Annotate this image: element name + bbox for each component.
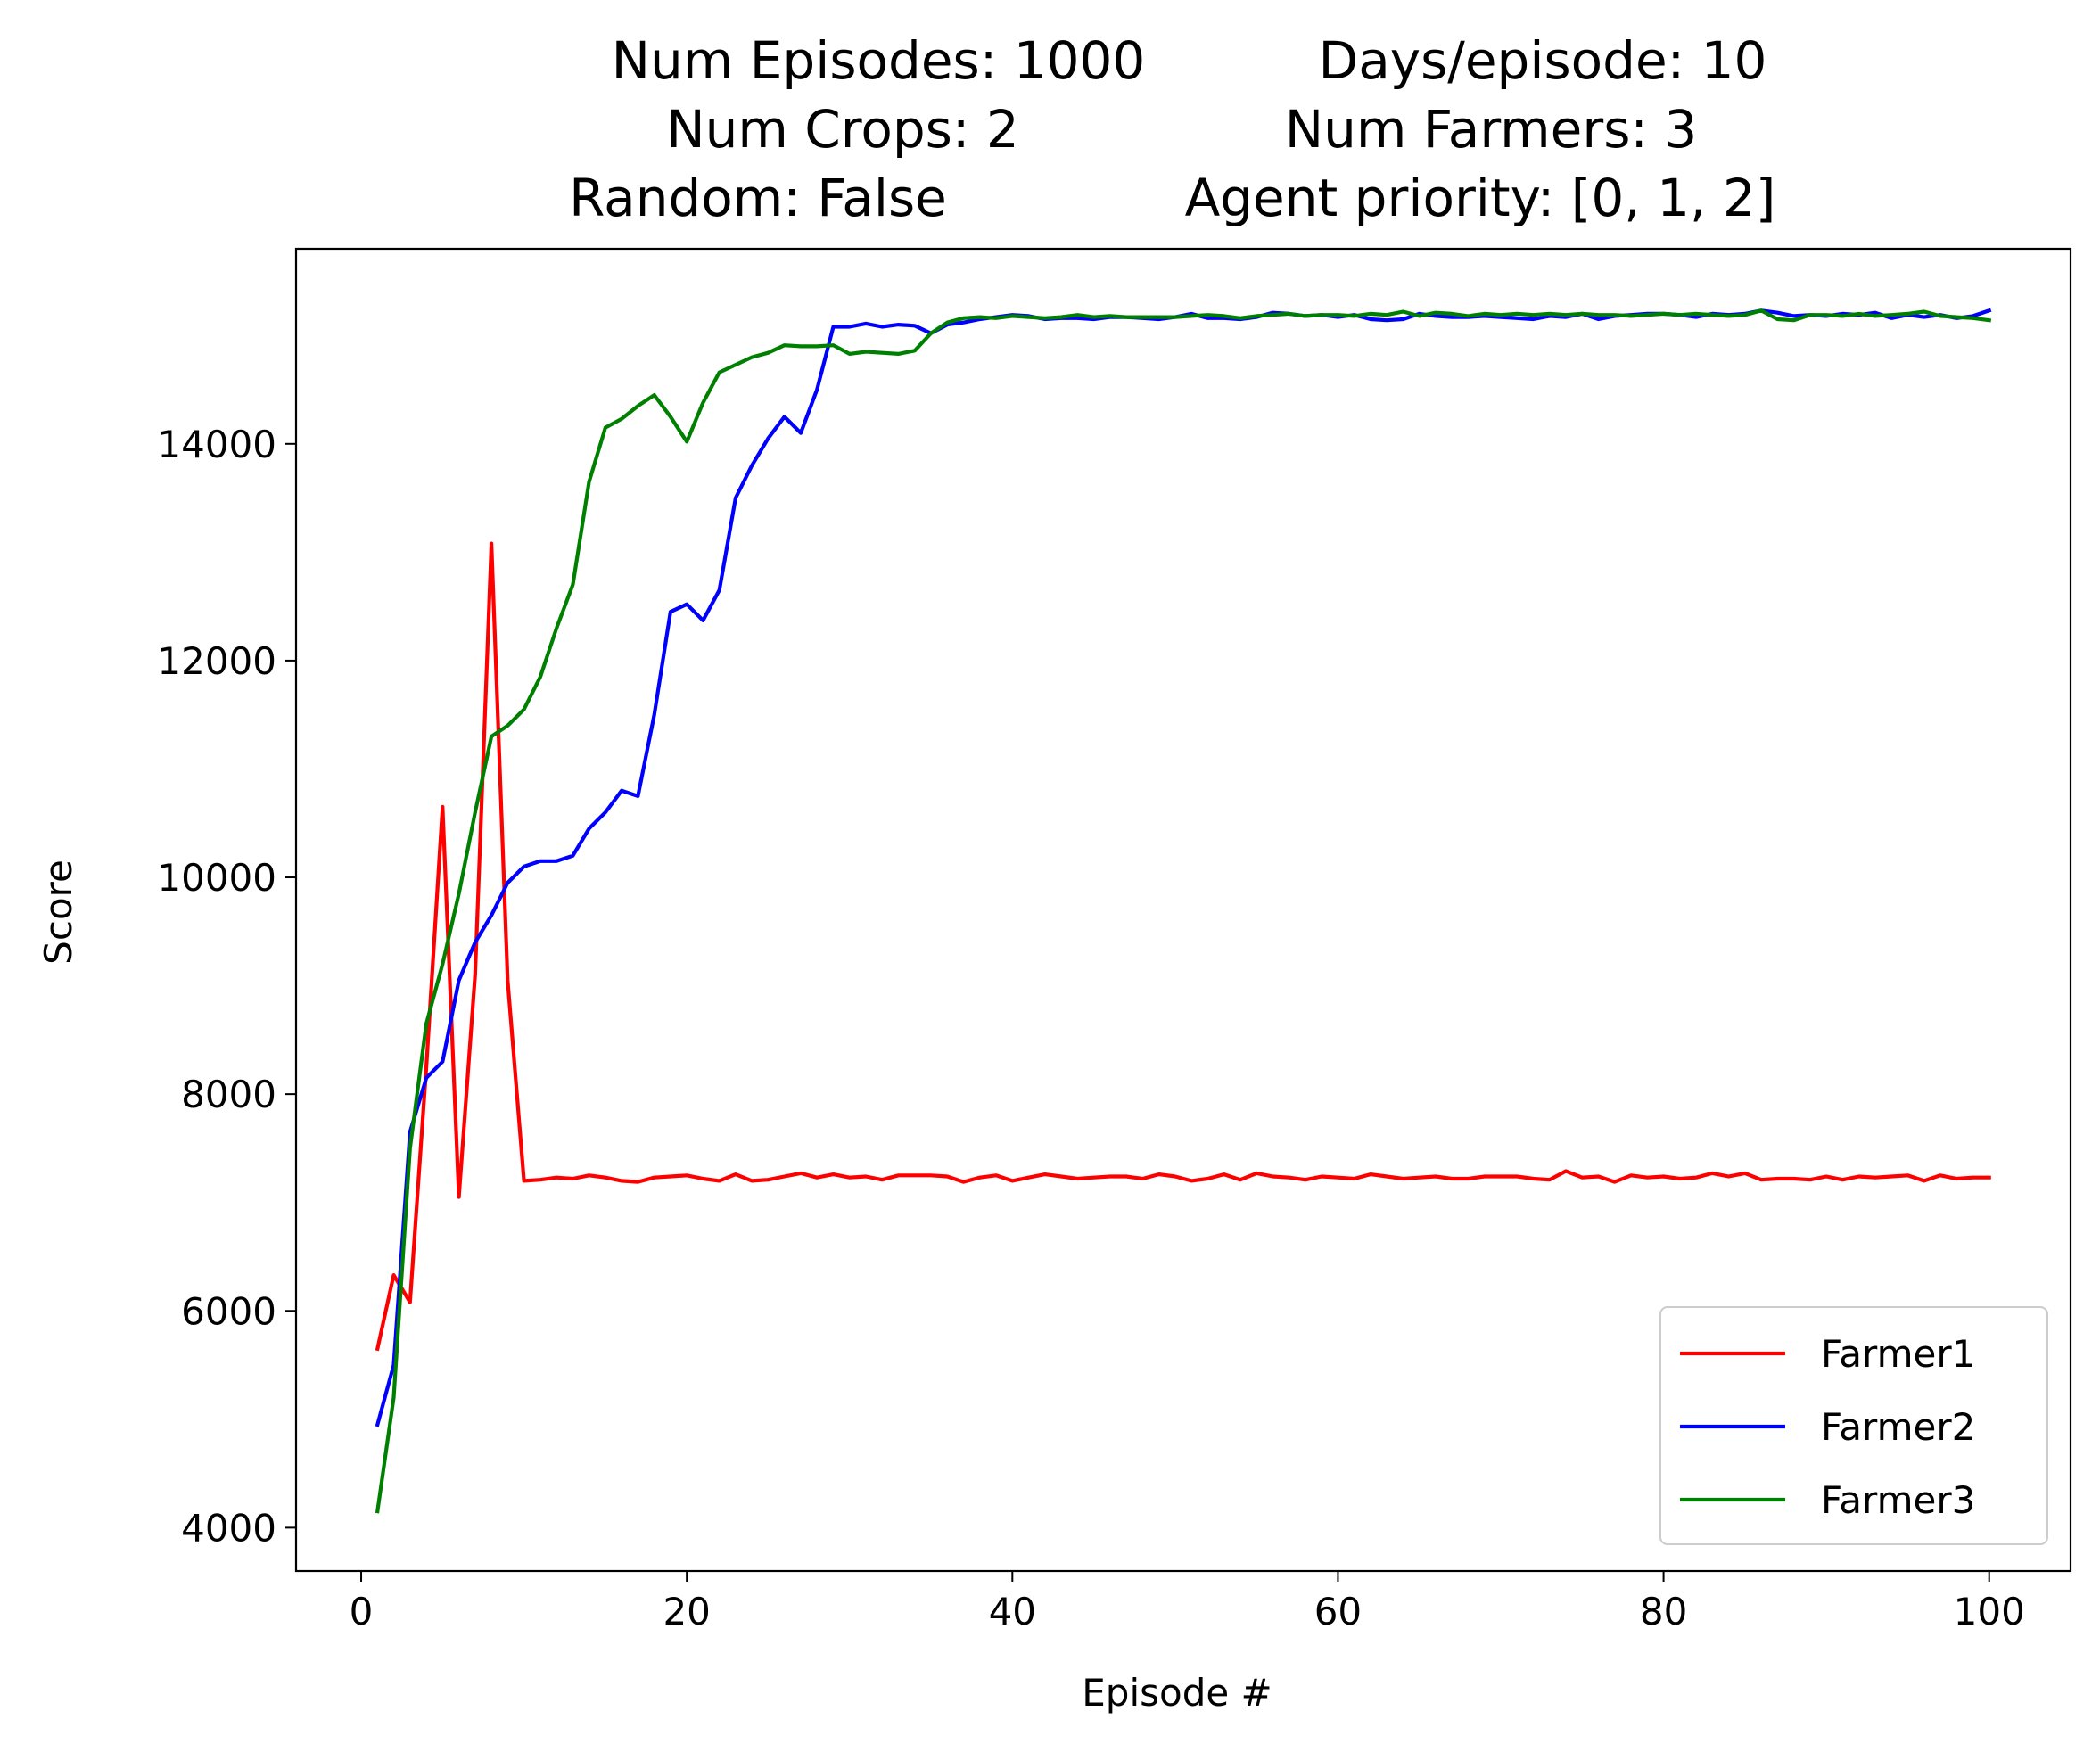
plot-frame <box>294 247 2072 1573</box>
y-axis-label: Score <box>37 860 80 965</box>
legend-label-farmer1: Farmer1 <box>1821 1332 1975 1376</box>
title-line3-left: Random: False <box>569 168 947 228</box>
x-tick-label: 60 <box>1314 1590 1362 1633</box>
x-axis-ticks: 0 20 40 60 80 100 <box>350 1571 2025 1633</box>
y-tick-label: 12000 <box>157 639 276 683</box>
y-tick-label: 8000 <box>181 1073 276 1116</box>
x-tick-label: 100 <box>1954 1590 2025 1633</box>
legend-label-farmer2: Farmer2 <box>1821 1405 1975 1449</box>
legend-label-farmer3: Farmer3 <box>1821 1478 1975 1522</box>
x-tick-label: 40 <box>989 1590 1036 1633</box>
x-tick-label: 20 <box>663 1590 710 1633</box>
series-line-farmer3 <box>375 308 1992 1514</box>
y-tick-label: 4000 <box>181 1506 276 1550</box>
title-line1-right: Days/episode: 10 <box>1319 30 1767 91</box>
legend-box <box>1659 1306 2048 1545</box>
y-tick-label: 14000 <box>157 423 276 466</box>
y-tick-label: 10000 <box>157 856 276 900</box>
title-line3-right: Agent priority: [0, 1, 2] <box>1185 168 1776 228</box>
y-axis-ticks: 4000 6000 8000 10000 12000 14000 <box>157 423 296 1550</box>
series-line-farmer1 <box>375 541 1991 1352</box>
legend: Farmer1 Farmer2 Farmer3 <box>1659 1306 2048 1545</box>
chart-title: Num Episodes: 1000 Days/episode: 10 Num … <box>569 30 1775 228</box>
title-line1-left: Num Episodes: 1000 <box>612 30 1146 91</box>
x-axis-label: Episode # <box>1082 1671 1272 1715</box>
plot-area <box>294 247 2072 1573</box>
title-line2-left: Num Crops: 2 <box>666 99 1019 160</box>
y-tick-label: 6000 <box>181 1289 276 1333</box>
x-tick-label: 0 <box>350 1590 374 1633</box>
x-tick-label: 80 <box>1640 1590 1687 1633</box>
title-line2-right: Num Farmers: 3 <box>1285 99 1698 160</box>
